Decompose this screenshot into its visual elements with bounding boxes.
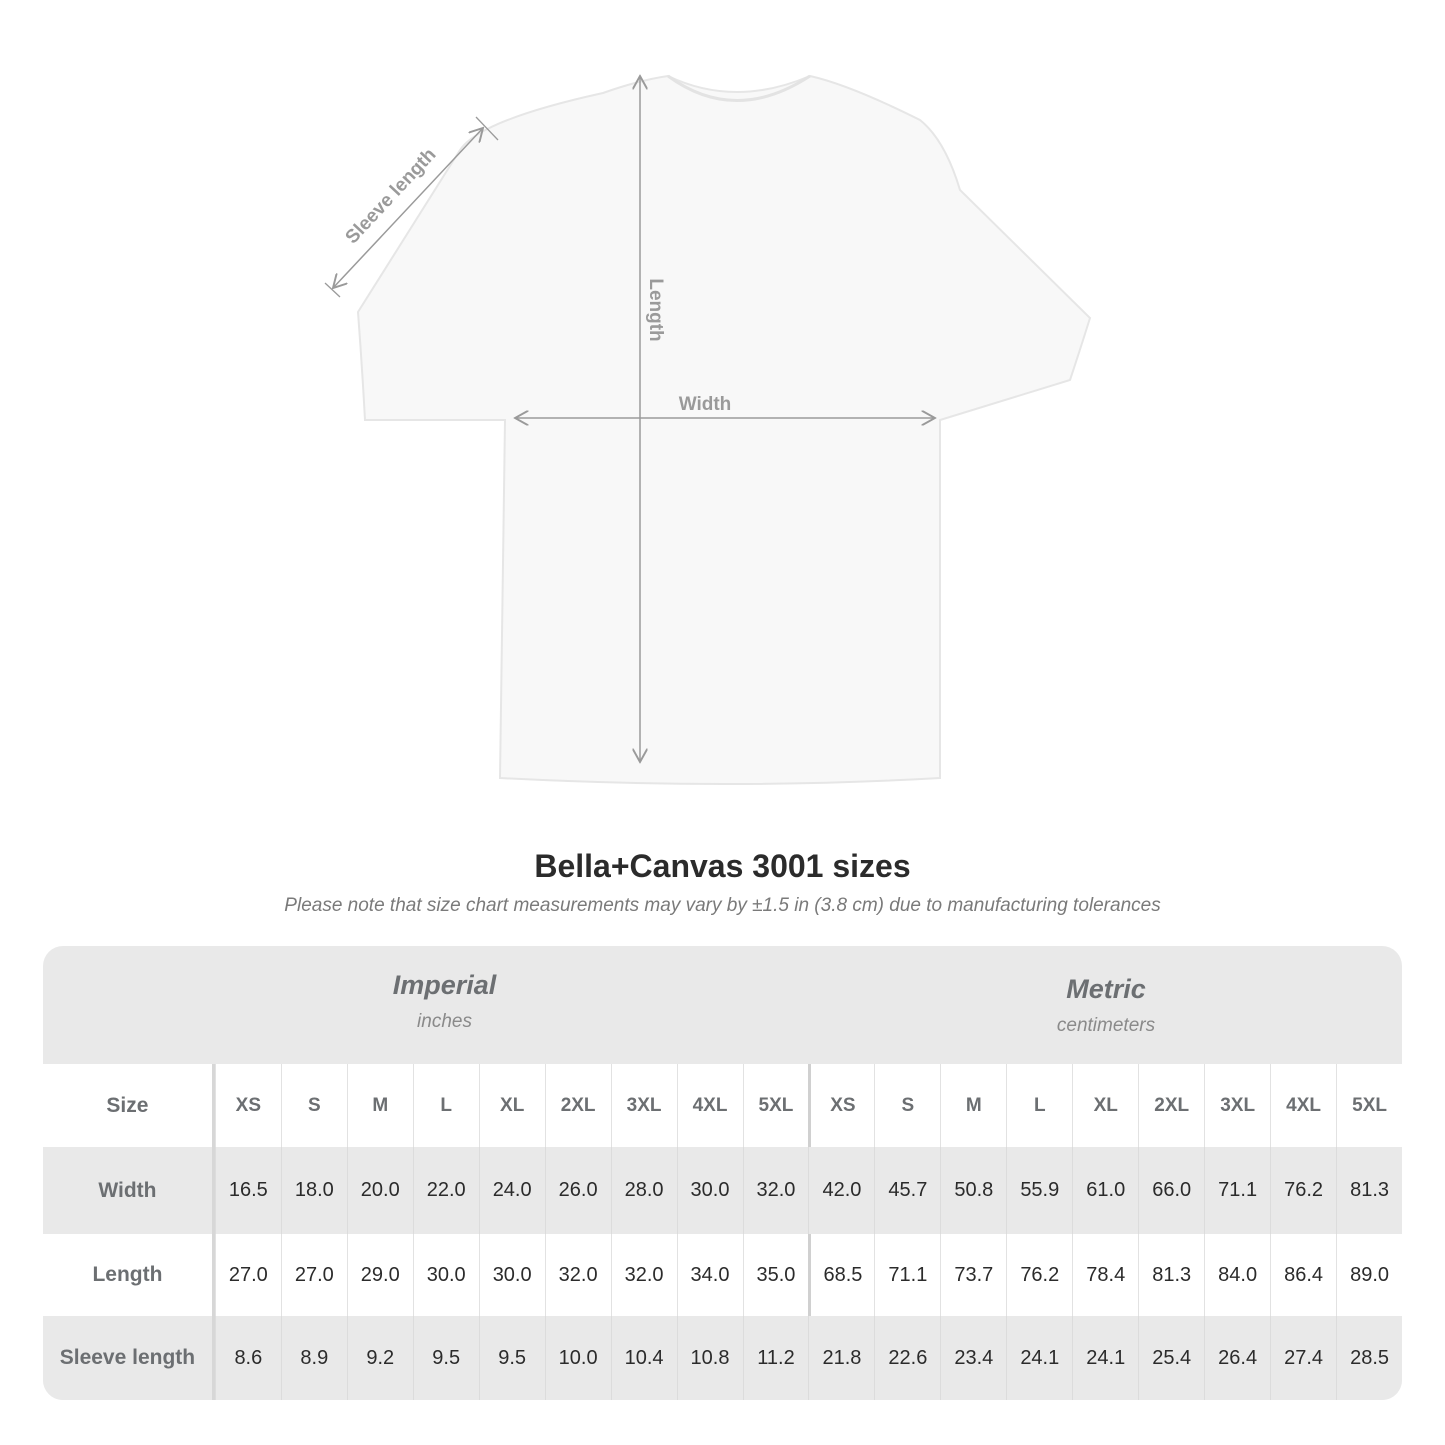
table-cell: 84.0	[1204, 1234, 1270, 1316]
table-row: Sleeve length 8.6 8.9 9.2 9.5 9.5 10.0 10.4 10.8…	[43, 1316, 1402, 1400]
table-cell: 10.8	[676, 1316, 743, 1400]
size-header-cell: L	[412, 1064, 479, 1147]
table-cell: 34.0	[676, 1234, 743, 1316]
size-header-cell: 4XL	[676, 1064, 743, 1147]
table-cell: 50.8	[940, 1147, 1006, 1234]
table-cell: 22.0	[412, 1147, 479, 1234]
table-cell: 32.0	[544, 1234, 611, 1316]
table-cell: 76.2	[1006, 1234, 1072, 1316]
imperial-title: Imperial	[392, 970, 497, 1000]
size-header-cell: S	[280, 1064, 347, 1147]
table-cell: 71.1	[1204, 1147, 1270, 1234]
table-cell: 28.5	[1336, 1316, 1402, 1400]
table-cell: 25.4	[1138, 1316, 1204, 1400]
table-row: Length 27.0 27.0 29.0 30.0 30.0 32.0 32.0 34.0 35…	[43, 1234, 1402, 1316]
table-cell: 20.0	[346, 1147, 413, 1234]
table-cell: 71.1	[874, 1234, 940, 1316]
length-label: Length	[645, 278, 666, 341]
size-header-cell: XS	[214, 1064, 281, 1147]
tolerance-note: Please note that size chart measurements…	[284, 895, 1161, 916]
table-cell: 32.0	[610, 1234, 677, 1316]
table-cell: 27.0	[214, 1234, 281, 1316]
size-header-cell: 5XL	[1336, 1064, 1402, 1147]
size-table: Imperial inches Metric centimeters Size X…	[43, 946, 1402, 1400]
row-label: Length	[43, 1234, 215, 1316]
size-header-cell: 4XL	[1270, 1064, 1336, 1147]
table-cell: 81.3	[1138, 1234, 1204, 1316]
table-cell: 81.3	[1336, 1147, 1402, 1234]
table-cell: 30.0	[676, 1147, 743, 1234]
table-cell: 26.4	[1204, 1316, 1270, 1400]
row-label: Sleeve length	[43, 1316, 215, 1400]
imperial-header: Imperial inches	[215, 970, 674, 1088]
size-header-cell: 2XL	[544, 1064, 611, 1147]
size-header-cell: L	[1006, 1064, 1072, 1147]
table-cell: 30.0	[478, 1234, 545, 1316]
table-cell: 9.5	[412, 1316, 479, 1400]
table-cell: 29.0	[346, 1234, 413, 1316]
row-label: Width	[43, 1147, 215, 1234]
table-cell: 27.0	[280, 1234, 347, 1316]
table-cell: 22.6	[874, 1316, 940, 1400]
table-cell: 21.8	[808, 1316, 874, 1400]
table-cell: 55.9	[1006, 1147, 1072, 1234]
imperial-unit: inches	[417, 1011, 472, 1032]
size-header-cell: 3XL	[1204, 1064, 1270, 1147]
metric-header: Metric centimeters	[809, 974, 1402, 1092]
table-cell: 24.1	[1006, 1316, 1072, 1400]
table-cell: 68.5	[808, 1234, 874, 1316]
tshirt-diagram: Sleeve length Length Width	[324, 0, 1092, 785]
table-cell: 66.0	[1138, 1147, 1204, 1234]
table-cell: 10.4	[610, 1316, 677, 1400]
table-cell: 24.1	[1072, 1316, 1138, 1400]
size-header-cell: M	[940, 1064, 1006, 1147]
table-cell: 73.7	[940, 1234, 1006, 1316]
width-label: Width	[679, 394, 732, 415]
row-label: Size	[43, 1064, 215, 1147]
page-title: Bella+Canvas 3001 sizes	[534, 848, 911, 884]
metric-title: Metric	[1066, 974, 1146, 1004]
table-cell: 89.0	[1336, 1234, 1402, 1316]
size-header-cell: 2XL	[1138, 1064, 1204, 1147]
table-cell: 35.0	[742, 1234, 809, 1316]
sleeve-arrow	[333, 128, 483, 288]
size-header-cell: S	[874, 1064, 940, 1147]
table-cell: 11.2	[742, 1316, 809, 1400]
table-cell: 86.4	[1270, 1234, 1336, 1316]
table-cell: 9.5	[478, 1316, 545, 1400]
table-cell: 24.0	[478, 1147, 545, 1234]
size-header-cell: M	[346, 1064, 413, 1147]
table-cell: 28.0	[610, 1147, 677, 1234]
table-cell: 45.7	[874, 1147, 940, 1234]
size-header-cell: 3XL	[610, 1064, 677, 1147]
size-header-row: Size XS S M L XL 2XL 3XL 4XL 5XL XS S M L XL 2XL 3XL 4XL 5…	[43, 1064, 1402, 1147]
table-cell: 61.0	[1072, 1147, 1138, 1234]
table-cell: 26.0	[544, 1147, 611, 1234]
table-cell: 18.0	[280, 1147, 347, 1234]
table-cell: 32.0	[742, 1147, 809, 1234]
table-cell: 76.2	[1270, 1147, 1336, 1234]
metric-unit: centimeters	[1056, 1015, 1156, 1036]
table-cell: 30.0	[412, 1234, 479, 1316]
table-cell: 23.4	[940, 1316, 1006, 1400]
table-cell: 8.9	[280, 1316, 347, 1400]
size-header-cell: XS	[808, 1064, 874, 1147]
table-row: Width 16.5 18.0 20.0 22.0 24.0 26.0 28.0 30.0 32.…	[43, 1147, 1402, 1234]
table-cell: 78.4	[1072, 1234, 1138, 1316]
table-cell: 42.0	[808, 1147, 874, 1234]
table-cell: 9.2	[346, 1316, 413, 1400]
size-header-cell: XL	[478, 1064, 545, 1147]
table-cell: 8.6	[214, 1316, 281, 1400]
size-header-cell: 5XL	[742, 1064, 809, 1147]
table-cell: 10.0	[544, 1316, 611, 1400]
table-cell: 27.4	[1270, 1316, 1336, 1400]
table-cell: 16.5	[214, 1147, 281, 1234]
tshirt-shape	[356, 74, 1092, 785]
size-header-cell: XL	[1072, 1064, 1138, 1147]
